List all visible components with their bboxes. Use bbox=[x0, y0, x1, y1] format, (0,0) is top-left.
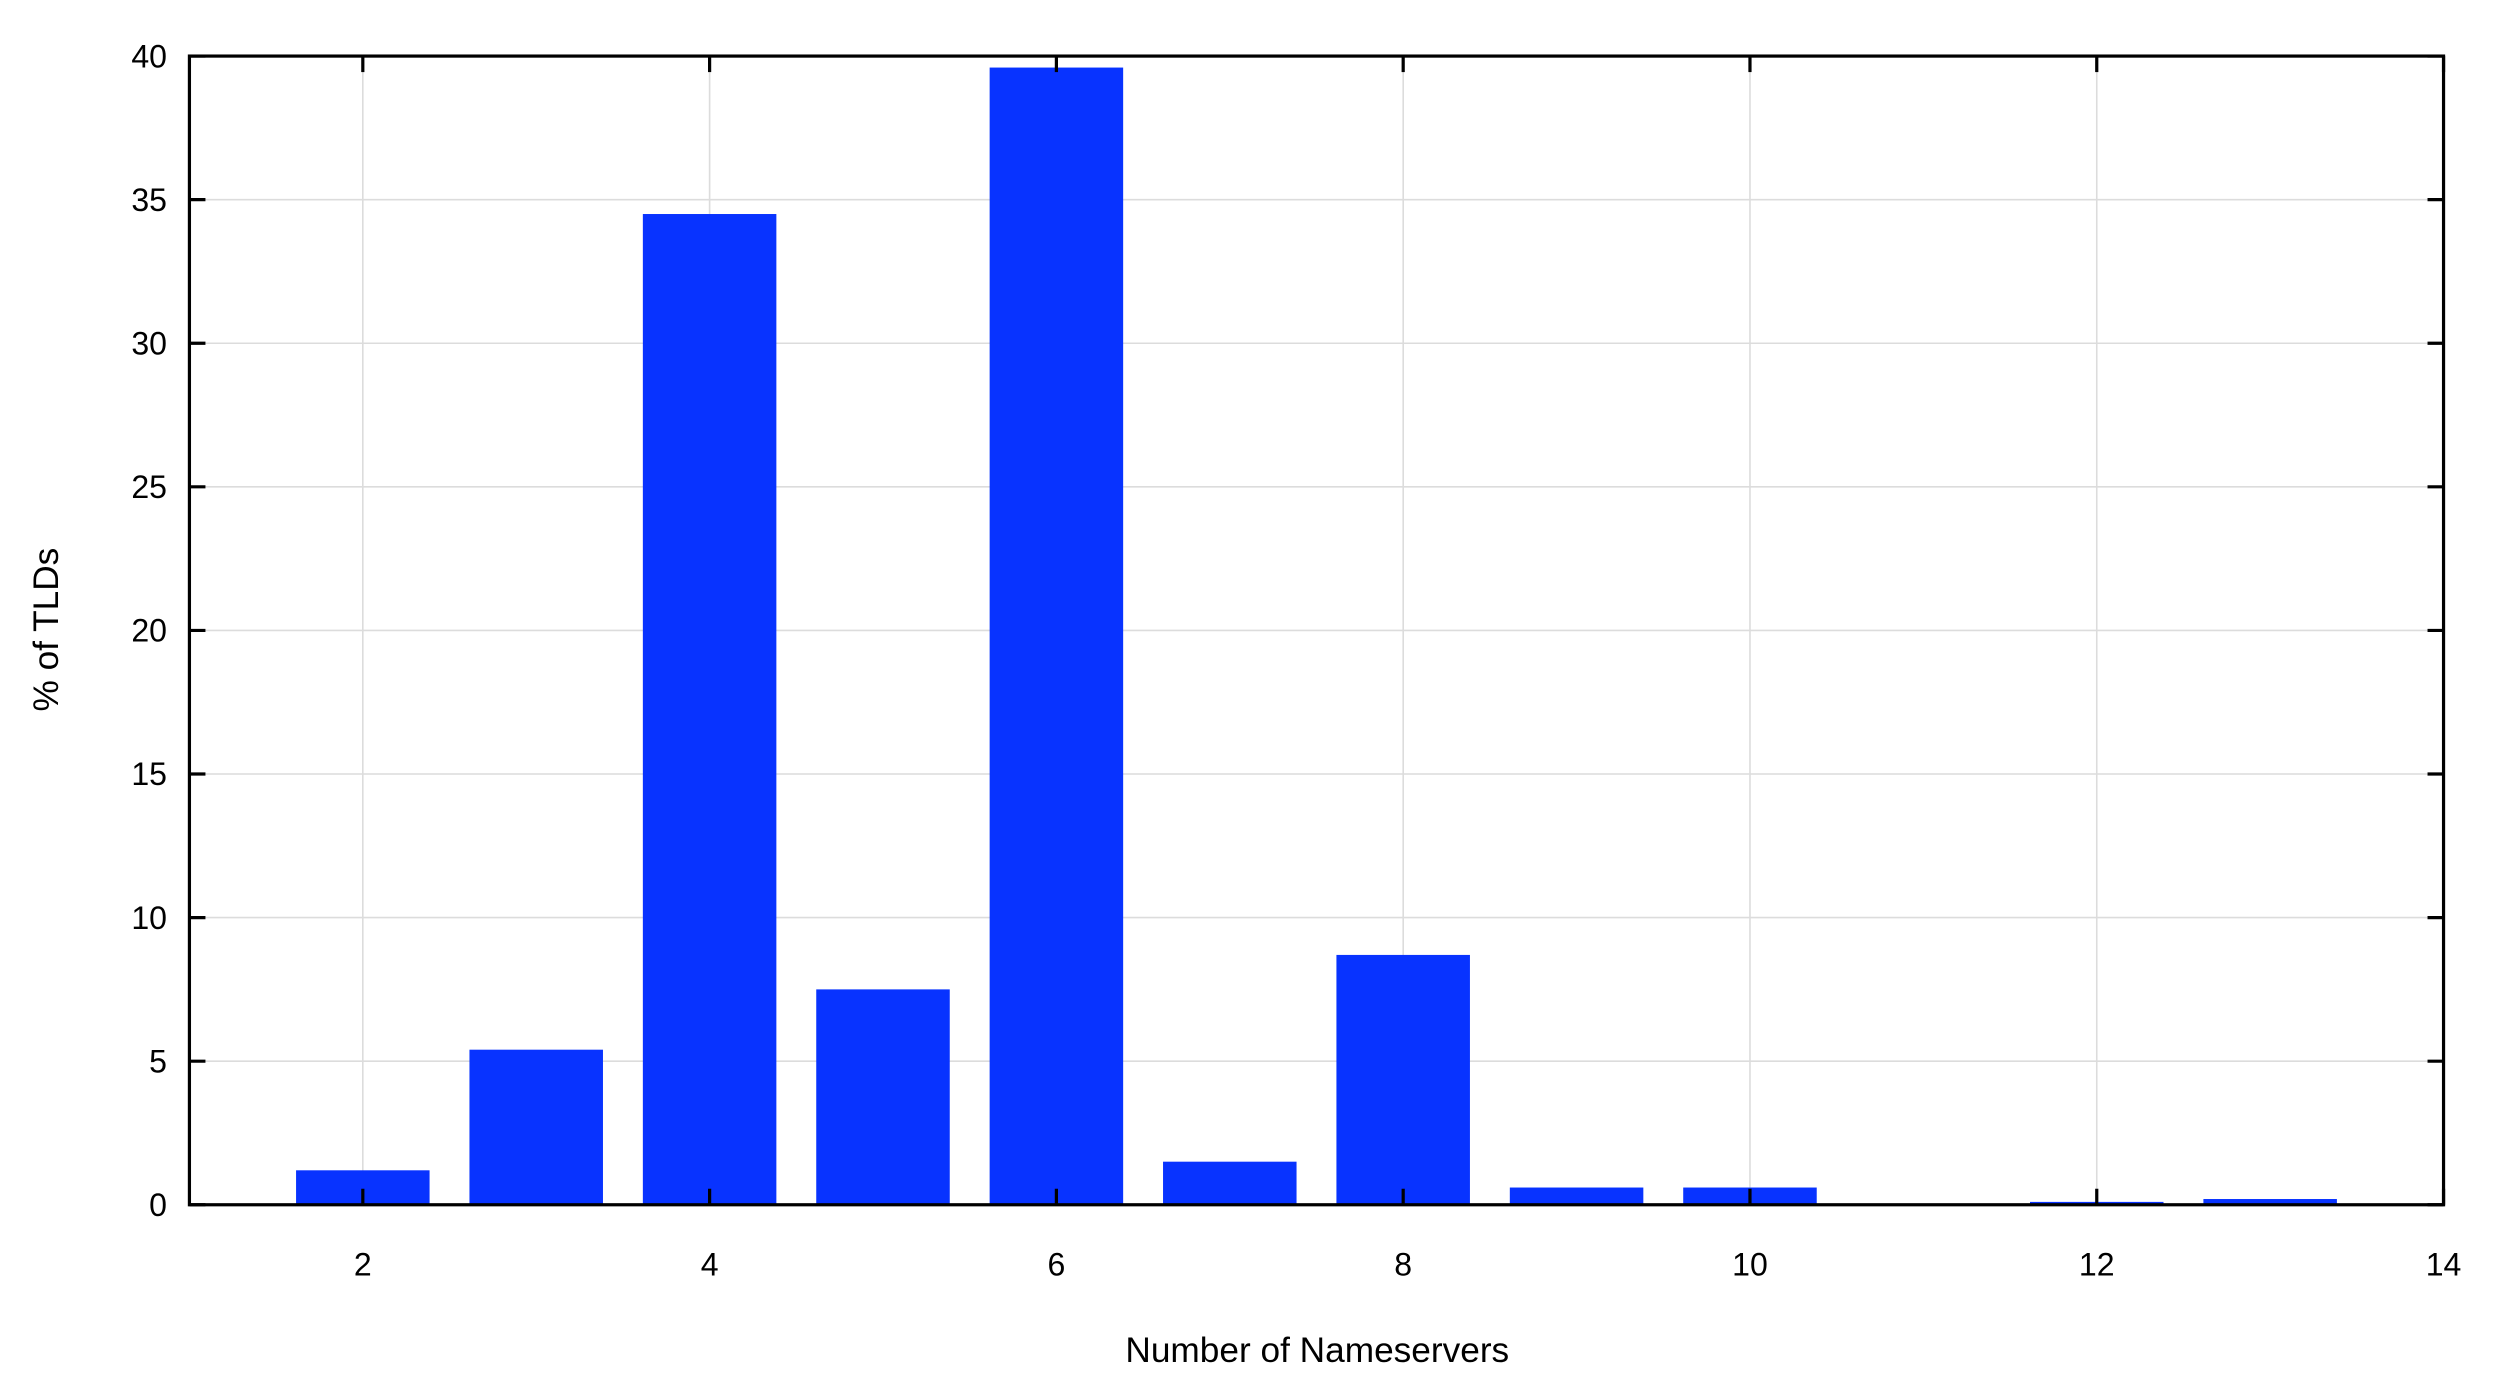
y-tick-label: 25 bbox=[131, 469, 167, 505]
y-tick-label: 40 bbox=[131, 38, 167, 74]
bar-9 bbox=[1509, 1187, 1644, 1205]
y-tick-label: 0 bbox=[149, 1187, 167, 1223]
bar-3 bbox=[469, 1049, 603, 1205]
x-axis-label: Number of Nameservers bbox=[1125, 1331, 1509, 1370]
y-tick-label: 35 bbox=[131, 182, 167, 218]
y-tick-label: 30 bbox=[131, 325, 167, 361]
bar-8 bbox=[1336, 954, 1470, 1205]
bar-5 bbox=[816, 989, 950, 1205]
bars bbox=[296, 67, 2337, 1205]
y-axis-label: % of TLDs bbox=[27, 548, 66, 712]
x-tick-label: 4 bbox=[701, 1246, 719, 1282]
x-tick-label: 10 bbox=[1732, 1246, 1768, 1282]
y-tick-label: 15 bbox=[131, 756, 167, 792]
bar-7 bbox=[1163, 1161, 1297, 1205]
x-tick-label: 2 bbox=[354, 1246, 372, 1282]
gridlines bbox=[189, 55, 2445, 1206]
y-tick-label: 20 bbox=[131, 613, 167, 649]
bar-13 bbox=[2203, 1199, 2337, 1205]
x-tick-label: 8 bbox=[1394, 1246, 1412, 1282]
x-tick-label: 12 bbox=[2079, 1246, 2115, 1282]
x-tick-label: 14 bbox=[2426, 1246, 2462, 1282]
x-tick-label: 6 bbox=[1047, 1246, 1065, 1282]
y-tick-label: 5 bbox=[149, 1043, 167, 1079]
y-tick-label: 10 bbox=[131, 900, 167, 936]
ticks: 0 5 10 15 20 25 30 35 40 2 4 6 8 10 12 14 bbox=[131, 38, 2461, 1282]
bar-4 bbox=[642, 214, 777, 1205]
bar-6 bbox=[989, 67, 1124, 1205]
